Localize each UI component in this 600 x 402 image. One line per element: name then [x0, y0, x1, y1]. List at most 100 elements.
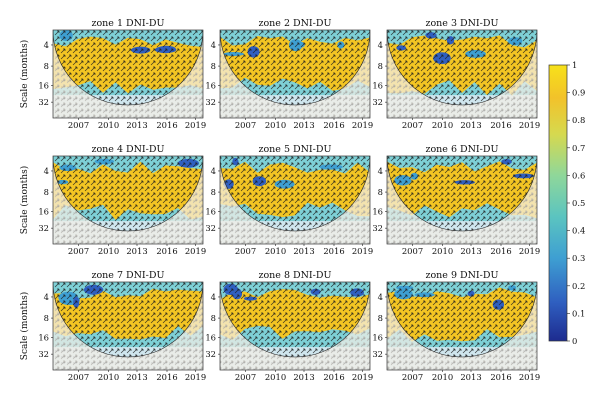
y-tick-label: 16: [372, 332, 383, 342]
y-tick-label: 16: [372, 206, 383, 216]
panel-zone-4: zone 4 DNI-DU 4 8 16 32 2007 2010 2013 2016 2019 S…: [19, 144, 206, 256]
y-tick-label: 32: [38, 349, 49, 359]
x-tick-label: 2007: [402, 246, 423, 256]
y-tick-label: 4: [44, 166, 49, 176]
panel-frame: [219, 29, 371, 119]
panel-frame: [386, 29, 538, 119]
x-tick-label: 2013: [126, 120, 147, 130]
panel-title: zone 5 DNI-DU: [258, 144, 331, 155]
panel-title: zone 4 DNI-DU: [91, 144, 164, 155]
y-tick-label: 16: [38, 332, 49, 342]
x-tick-label: 2007: [235, 120, 256, 130]
x-tick-label: 2013: [460, 120, 481, 130]
x-tick-label: 2019: [519, 246, 540, 256]
y-axis-label: Scale (months): [19, 166, 30, 234]
panel-title: zone 7 DNI-DU: [91, 270, 164, 281]
y-tick-label: 32: [38, 97, 49, 107]
x-tick-label: 2019: [185, 372, 206, 382]
x-tick-label: 2019: [185, 120, 206, 130]
y-tick-label: 8: [211, 61, 216, 71]
x-tick-label: 2010: [432, 120, 453, 130]
y-tick-label: 32: [372, 97, 383, 107]
x-tick-label: 2007: [235, 246, 256, 256]
y-tick-label: 16: [205, 80, 216, 90]
y-tick-label: 32: [205, 223, 216, 233]
y-tick-label: 4: [378, 292, 383, 302]
coi-boundary: [53, 282, 203, 358]
panel-zone-9: zone 9 DNI-DU 4 8 16 32 2007 2010 2013 2016 2019: [372, 270, 540, 382]
x-tick-label: 2010: [98, 246, 119, 256]
panel-frame: [386, 281, 538, 371]
x-tick-label: 2010: [98, 120, 119, 130]
panel-zone-7: zone 7 DNI-DU 4 8 16 32 2007 2010 2013 2016 2019 S…: [19, 270, 206, 382]
x-tick-label: 2019: [519, 120, 540, 130]
coi-boundary: [387, 282, 537, 358]
x-tick-label: 2007: [68, 372, 89, 382]
panel-zone-5: zone 5 DNI-DU 4 8 16 32 2007 2010 2013 2016 2019: [205, 144, 373, 256]
y-tick-label: 4: [378, 166, 383, 176]
panel-zone-1: zone 1 DNI-DU 4 8 16 32 2007 2010 2013 2016 2019 S…: [19, 18, 206, 130]
colorbar-tick-label: 0.7: [572, 143, 585, 153]
x-tick-label: 2007: [68, 246, 89, 256]
y-tick-label: 8: [211, 313, 216, 323]
x-tick-label: 2019: [185, 246, 206, 256]
y-tick-label: 8: [44, 187, 49, 197]
x-tick-label: 2013: [460, 246, 481, 256]
panel-title: zone 9 DNI-DU: [425, 270, 498, 281]
colorbar-tick-label: 0.5: [572, 198, 585, 208]
panel-title: zone 3 DNI-DU: [425, 18, 498, 29]
colorbar-tick-label: 0.3: [572, 253, 585, 263]
x-tick-label: 2010: [265, 246, 286, 256]
x-tick-label: 2007: [402, 120, 423, 130]
x-tick-label: 2010: [432, 372, 453, 382]
x-tick-label: 2010: [98, 372, 119, 382]
x-tick-label: 2007: [235, 372, 256, 382]
panel-zone-6: zone 6 DNI-DU 4 8 16 32 2007 2010 2013 2016 2019: [372, 144, 540, 256]
x-tick-label: 2016: [323, 246, 344, 256]
x-tick-label: 2016: [156, 120, 177, 130]
x-tick-label: 2010: [265, 120, 286, 130]
x-tick-label: 2013: [460, 372, 481, 382]
x-tick-label: 2016: [323, 120, 344, 130]
colorbar-tick-label: 0.9: [572, 88, 585, 98]
colorbar-gradient: [548, 64, 568, 342]
x-tick-label: 2010: [265, 372, 286, 382]
panel-title: zone 1 DNI-DU: [91, 18, 164, 29]
y-tick-label: 8: [378, 313, 383, 323]
y-tick-label: 32: [372, 349, 383, 359]
x-tick-label: 2013: [126, 246, 147, 256]
panel-title: zone 6 DNI-DU: [425, 144, 498, 155]
y-axis-label: Scale (months): [19, 40, 30, 108]
y-tick-label: 16: [38, 80, 49, 90]
panel-frame: [386, 155, 538, 245]
y-tick-label: 16: [205, 332, 216, 342]
panel-zone-8: zone 8 DNI-DU 4 8 16 32 2007 2010 2013 2016 2019: [205, 270, 373, 382]
panel-zone-3: zone 3 DNI-DU 4 8 16 32 2007 2010 2013 2016 2019: [372, 18, 540, 130]
x-tick-label: 2016: [156, 246, 177, 256]
y-tick-label: 4: [211, 292, 216, 302]
y-tick-label: 4: [44, 40, 49, 50]
y-tick-label: 8: [211, 187, 216, 197]
x-tick-label: 2013: [293, 372, 314, 382]
coi-boundary: [53, 156, 203, 232]
x-tick-label: 2016: [490, 120, 511, 130]
x-tick-label: 2013: [126, 372, 147, 382]
y-tick-label: 32: [205, 349, 216, 359]
x-tick-label: 2010: [432, 246, 453, 256]
x-tick-label: 2019: [352, 120, 373, 130]
x-tick-label: 2019: [352, 372, 373, 382]
x-tick-label: 2016: [156, 372, 177, 382]
x-tick-label: 2016: [490, 246, 511, 256]
colorbar-tick-label: 0.2: [572, 281, 585, 291]
panel-title: zone 2 DNI-DU: [258, 18, 331, 29]
panel-title: zone 8 DNI-DU: [258, 270, 331, 281]
y-tick-label: 8: [378, 61, 383, 71]
coi-boundary: [387, 156, 537, 232]
coi-boundary: [53, 30, 203, 106]
colorbar-tick-label: 0.1: [572, 308, 585, 318]
x-tick-label: 2019: [519, 372, 540, 382]
colorbar-tick-label: 0.8: [572, 115, 585, 125]
panel-frame: [52, 29, 204, 119]
y-tick-label: 4: [44, 292, 49, 302]
